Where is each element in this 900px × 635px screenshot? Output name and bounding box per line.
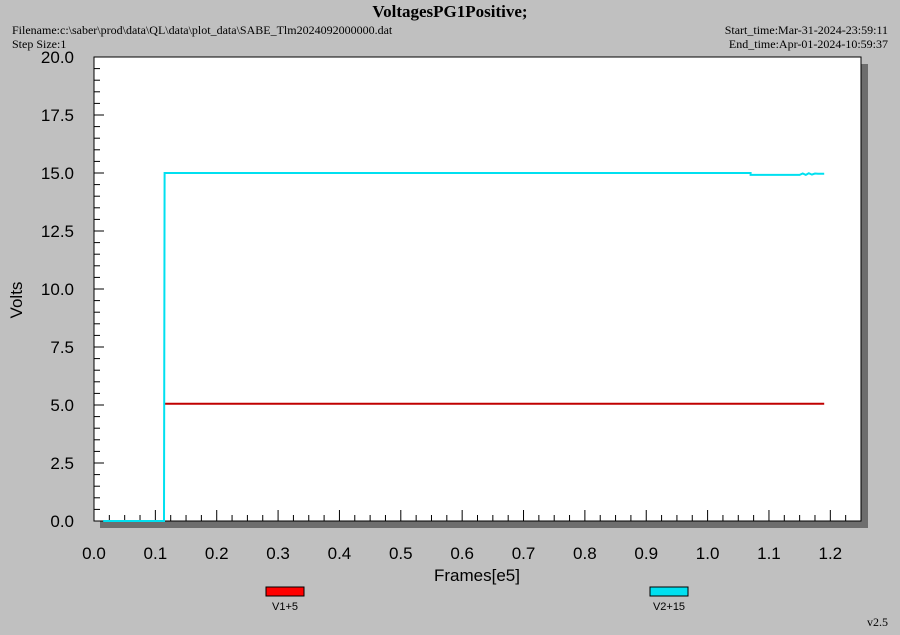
y-tick-label: 10.0 [41,280,74,299]
x-tick-label: 0.9 [634,544,658,563]
series-line-2 [103,172,825,522]
y-tick-label: 12.5 [41,222,74,241]
x-tick-label: 0.2 [205,544,229,563]
x-tick-label: 0.4 [328,544,352,563]
y-tick-label: 2.5 [50,454,74,473]
x-tick-label: 0.0 [82,544,106,563]
version-label: v2.5 [867,615,888,629]
y-tick-label: 0.0 [50,512,74,531]
x-tick-label: 1.1 [757,544,781,563]
y-tick-labels: 0.0 2.5 5.0 7.5 10.0 12.5 15.0 17.5 20.0 [41,48,74,531]
axis-ticks [93,56,862,522]
end-time-label: End_time:Apr-01-2024-10:59:37 [729,37,888,51]
series-lines [103,172,825,522]
x-tick-label: 1.0 [696,544,720,563]
start-time-label: Start_time:Mar-31-2024-23:59:11 [725,23,888,37]
plot-area [93,56,862,522]
legend: V1+5 V2+15 [265,586,689,613]
filename-label: Filename:c:\saber\prod\data\QL\data\plot… [12,23,393,37]
x-tick-labels: 0.0 0.1 0.2 0.3 0.4 0.5 0.6 0.7 0.8 0.9 1.0 1.1 1.2 [82,544,842,563]
legend-swatch [649,586,689,597]
y-axis-label: Volts [7,282,26,319]
x-tick-label: 0.7 [512,544,536,563]
y-tick-label: 7.5 [50,338,74,357]
x-tick-label: 0.6 [450,544,474,563]
y-tick-label: 5.0 [50,396,74,415]
y-tick-label: 17.5 [41,106,74,125]
step-size-label: Step Size:1 [12,37,66,51]
legend-label: V1+5 [272,601,298,613]
legend-swatch [265,586,305,597]
y-tick-label: 15.0 [41,164,74,183]
y-tick-label: 20.0 [41,48,74,67]
x-tick-label: 0.3 [266,544,290,563]
x-tick-label: 1.2 [818,544,842,563]
x-axis-label: Frames[e5] [434,566,520,585]
x-tick-label: 0.1 [144,544,168,563]
chart-title: VoltagesPG1Positive; [372,2,527,21]
x-tick-label: 0.5 [389,544,413,563]
legend-label: V2+15 [653,601,685,613]
x-tick-label: 0.8 [573,544,597,563]
